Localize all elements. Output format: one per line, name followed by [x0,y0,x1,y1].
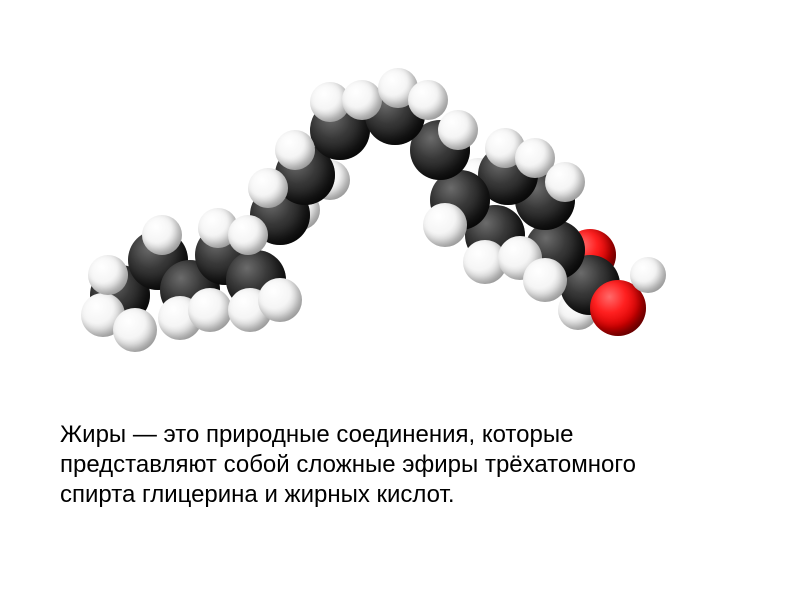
hydrogen-atom [423,203,467,247]
hydrogen-atom [342,80,382,120]
hydrogen-atom [523,258,567,302]
hydrogen-atom [438,110,478,150]
hydrogen-atom [113,308,157,352]
caption-text: Жиры — это природные соединения, которые… [60,420,660,510]
hydrogen-atom [545,162,585,202]
hydrogen-atom [630,257,666,293]
hydrogen-atom [275,130,315,170]
hydrogen-atom [88,255,128,295]
hydrogen-atom [188,288,232,332]
hydrogen-atom [142,215,182,255]
hydrogen-atom [258,278,302,322]
molecule-canvas: Жиры — это природные соединения, которые… [0,0,800,600]
hydrogen-atom [228,215,268,255]
hydrogen-atom [408,80,448,120]
hydrogen-atom [248,168,288,208]
